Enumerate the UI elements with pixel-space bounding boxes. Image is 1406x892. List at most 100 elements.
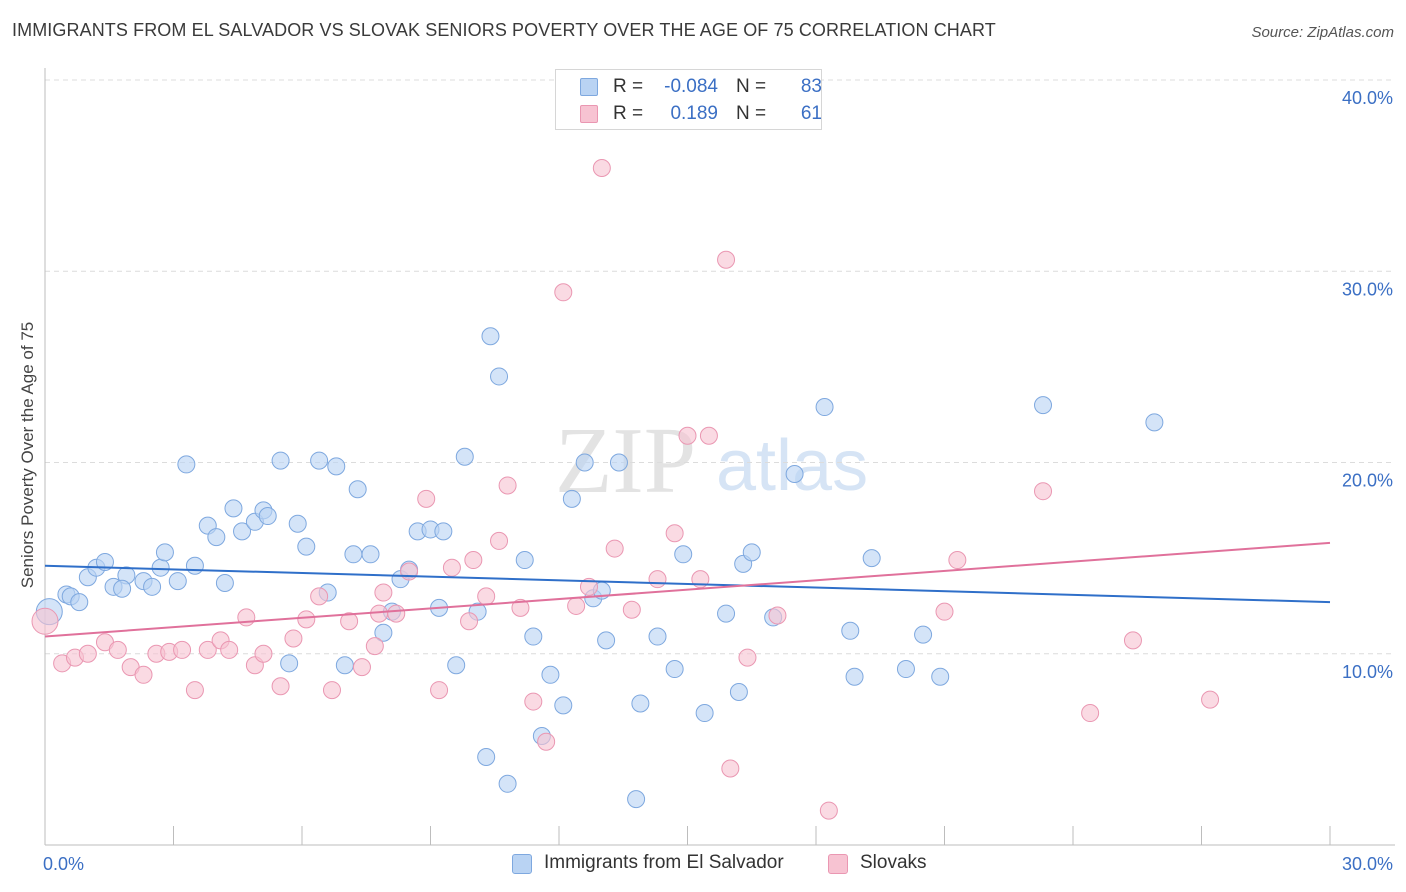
data-point bbox=[271, 677, 290, 696]
data-point bbox=[648, 570, 667, 589]
data-point bbox=[400, 562, 419, 581]
data-point bbox=[280, 654, 299, 673]
data-point bbox=[288, 514, 307, 533]
legend-swatch-blue bbox=[580, 78, 598, 96]
data-point bbox=[344, 545, 363, 564]
data-point bbox=[622, 600, 641, 619]
x-tick-label: 30.0% bbox=[1342, 854, 1393, 874]
data-point bbox=[537, 732, 556, 751]
data-point bbox=[729, 683, 748, 701]
data-point bbox=[220, 640, 239, 659]
data-point bbox=[108, 640, 127, 659]
y-tick-label: 30.0% bbox=[1342, 279, 1393, 299]
data-point bbox=[562, 489, 581, 508]
data-point bbox=[1201, 690, 1220, 709]
legend-n-value: 83 bbox=[800, 76, 822, 97]
data-point bbox=[742, 543, 761, 562]
data-point bbox=[845, 667, 864, 686]
data-point bbox=[322, 681, 341, 700]
data-point bbox=[631, 694, 650, 713]
data-point bbox=[387, 604, 406, 623]
data-point bbox=[434, 522, 453, 541]
data-point bbox=[430, 681, 449, 700]
data-point bbox=[524, 627, 543, 646]
data-point bbox=[717, 250, 736, 269]
data-point bbox=[224, 499, 243, 518]
data-point bbox=[896, 660, 915, 679]
data-point bbox=[327, 457, 346, 476]
data-point bbox=[862, 549, 881, 568]
data-point bbox=[785, 464, 804, 483]
data-point bbox=[310, 451, 329, 470]
data-point bbox=[592, 158, 611, 177]
data-point bbox=[674, 545, 693, 564]
bottom-legend-swatch-blue bbox=[512, 854, 532, 874]
y-tick-label: 10.0% bbox=[1342, 662, 1393, 682]
x-tick-label: 0.0% bbox=[43, 854, 84, 874]
bottom-legend-swatch-pink bbox=[828, 854, 848, 874]
legend-n-label: N = bbox=[736, 103, 767, 124]
data-point bbox=[597, 631, 616, 650]
data-point bbox=[678, 426, 697, 445]
data-point bbox=[215, 573, 234, 592]
data-point bbox=[297, 610, 316, 629]
data-point bbox=[721, 759, 740, 778]
data-point bbox=[233, 522, 252, 541]
data-point bbox=[185, 556, 204, 575]
data-point bbox=[1034, 482, 1053, 501]
data-point bbox=[173, 640, 192, 659]
data-point bbox=[819, 801, 838, 820]
source-label: Source: ZipAtlas.com bbox=[1251, 24, 1394, 41]
data-point bbox=[609, 453, 628, 472]
data-point bbox=[567, 596, 586, 615]
trend-line-slovaks bbox=[44, 541, 1331, 638]
data-point bbox=[1034, 396, 1053, 415]
data-point bbox=[931, 667, 950, 686]
data-point bbox=[348, 480, 367, 499]
data-point bbox=[579, 577, 598, 596]
data-point bbox=[477, 748, 496, 767]
chart-title: IMMIGRANTS FROM EL SALVADOR VS SLOVAK SE… bbox=[12, 20, 996, 40]
data-point bbox=[914, 625, 933, 644]
legend-r-value: 0.189 bbox=[670, 103, 718, 124]
data-point bbox=[511, 598, 530, 617]
data-point bbox=[481, 327, 500, 346]
bottom-legend-label: Slovaks bbox=[860, 852, 927, 873]
data-point bbox=[490, 367, 509, 386]
data-point bbox=[815, 398, 834, 417]
data-point bbox=[442, 558, 461, 577]
data-point bbox=[374, 583, 393, 602]
data-point bbox=[258, 507, 277, 526]
data-point bbox=[554, 696, 573, 715]
data-point bbox=[768, 606, 787, 625]
legend-n-label: N = bbox=[736, 76, 767, 97]
data-point bbox=[515, 551, 534, 570]
data-point bbox=[541, 665, 560, 684]
data-point bbox=[695, 704, 714, 723]
data-point bbox=[575, 453, 594, 472]
data-point bbox=[948, 551, 967, 570]
data-point bbox=[151, 558, 170, 577]
data-point bbox=[1123, 631, 1142, 650]
legend-r-label: R = bbox=[613, 103, 644, 124]
y-tick-label: 20.0% bbox=[1342, 471, 1393, 491]
data-point bbox=[665, 660, 684, 679]
data-point bbox=[1081, 704, 1100, 723]
axes bbox=[44, 68, 1395, 846]
data-point bbox=[70, 593, 89, 612]
data-point bbox=[841, 621, 860, 640]
data-point bbox=[271, 451, 290, 470]
data-point bbox=[297, 537, 316, 556]
data-point bbox=[361, 545, 380, 564]
legend-swatch-pink bbox=[580, 105, 598, 123]
data-point bbox=[143, 577, 162, 596]
data-point bbox=[605, 539, 624, 558]
data-point bbox=[340, 612, 359, 631]
data-point bbox=[627, 790, 646, 809]
zipatlas-watermark: ZIP atlas bbox=[555, 409, 868, 513]
series-el-salvador bbox=[35, 327, 1164, 809]
data-point bbox=[447, 656, 466, 675]
data-point bbox=[935, 602, 954, 621]
data-point bbox=[168, 572, 187, 591]
